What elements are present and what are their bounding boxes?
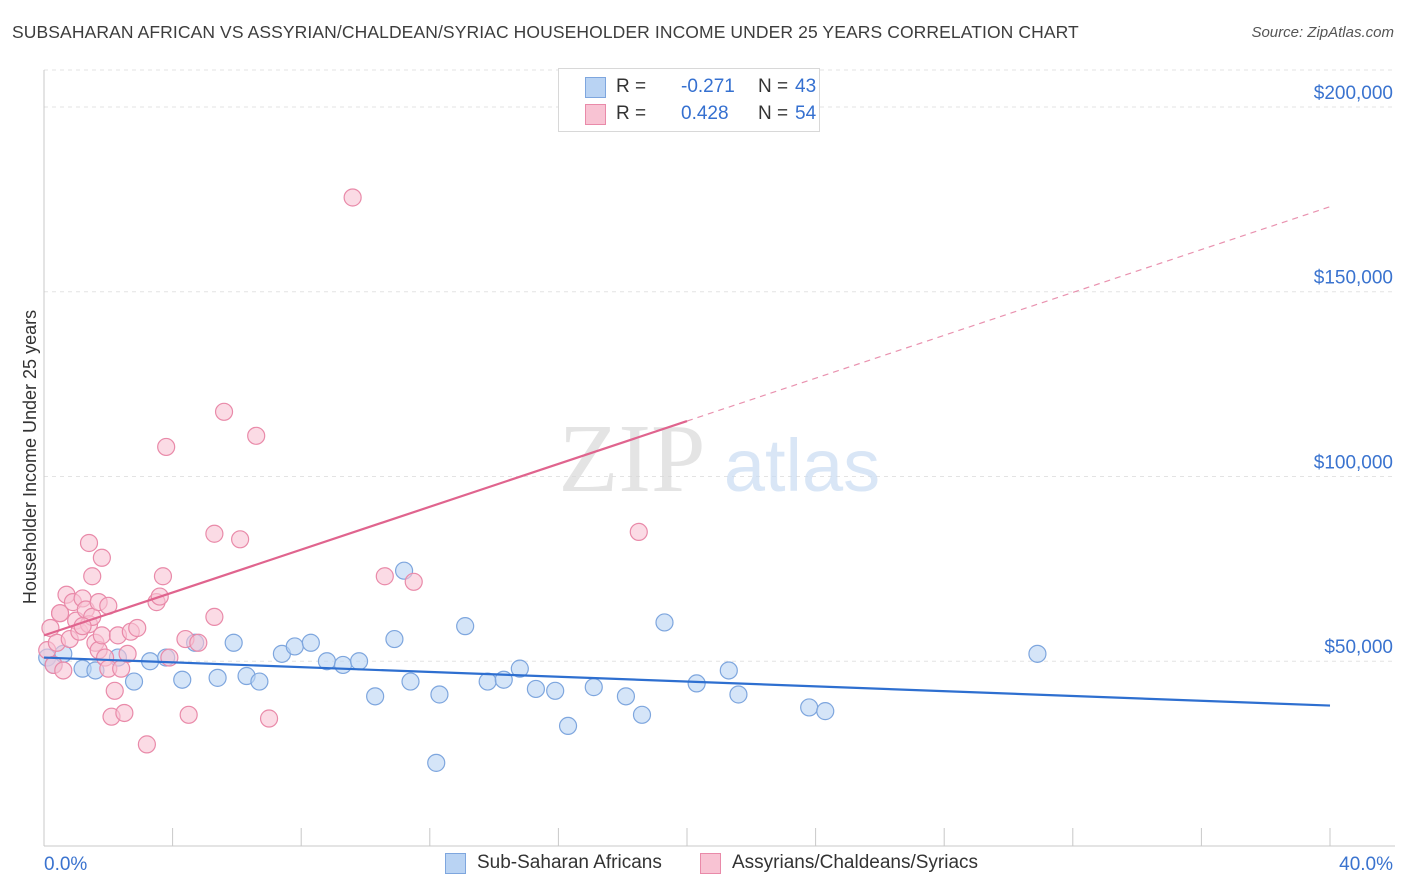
point-assyrian: [137, 735, 156, 754]
tick-labels: $50,000 $100,000 $150,000 $200,000 0.0% 40.0%: [44, 83, 1393, 875]
point-sub-saharan: [510, 659, 529, 678]
point-assyrian: [231, 530, 250, 549]
y-tick-label: $100,000: [1314, 452, 1393, 473]
point-assyrian: [92, 626, 111, 645]
point-assyrian: [54, 661, 73, 680]
point-sub-saharan: [1028, 644, 1047, 663]
point-assyrian: [128, 618, 147, 638]
correlation-legend: R = -0.271 N = 43 R = 0.428 N = 54: [558, 68, 820, 132]
point-sub-saharan: [349, 652, 369, 671]
point-sub-saharan: [816, 702, 835, 721]
point-assyrian: [50, 604, 70, 623]
point-assyrian: [189, 633, 208, 652]
n-value: 54: [795, 103, 817, 124]
point-assyrian: [115, 703, 134, 723]
point-sub-saharan: [546, 681, 565, 700]
point-sub-saharan: [333, 655, 353, 675]
legend-label: Assyrians/Chaldeans/Syriacs: [732, 852, 979, 873]
r-label: R =: [616, 103, 647, 124]
y-tick-label: $150,000: [1314, 268, 1393, 289]
y-tick-label: $200,000: [1314, 83, 1393, 104]
trend-line-dashed: [686, 206, 1331, 422]
legend-swatch-blue: [445, 853, 466, 874]
point-assyrian: [92, 548, 111, 567]
point-assyrian: [629, 522, 648, 542]
legend-swatch-blue: [585, 77, 606, 98]
watermark-atlas: atlas: [724, 424, 880, 507]
point-sub-saharan: [427, 753, 446, 772]
trend-line-solid: [43, 656, 1331, 707]
point-assyrian: [105, 681, 124, 700]
n-label: N =: [758, 103, 789, 124]
point-sub-saharan: [719, 661, 738, 680]
point-sub-saharan: [478, 672, 497, 691]
point-sub-saharan: [687, 674, 706, 693]
point-sub-saharan: [616, 687, 636, 706]
watermark: ZIP atlas: [559, 405, 881, 513]
grid: [44, 69, 1395, 662]
y-tick-label: $50,000: [1324, 637, 1393, 658]
point-sub-saharan: [124, 672, 144, 691]
trend-lines: [43, 206, 1331, 707]
y-axis-title: Householder Income Under 25 years: [20, 310, 40, 604]
axes: [43, 70, 1395, 847]
point-sub-saharan: [655, 613, 674, 632]
point-sub-saharan: [224, 633, 243, 652]
point-sub-saharan: [401, 672, 420, 691]
point-assyrian: [214, 402, 234, 421]
trend-line-solid: [43, 420, 688, 637]
point-sub-saharan: [584, 678, 603, 697]
point-sub-saharan: [800, 698, 819, 717]
r-value: -0.271: [681, 76, 735, 97]
point-sub-saharan: [632, 705, 652, 724]
x-tick-label: 40.0%: [1339, 854, 1393, 875]
point-assyrian: [247, 426, 266, 445]
point-sub-saharan: [173, 670, 192, 689]
point-sub-saharan: [558, 716, 578, 736]
point-assyrian: [79, 533, 99, 553]
point-assyrian: [153, 567, 173, 586]
legend-label: Sub-Saharan Africans: [477, 852, 662, 873]
point-assyrian: [83, 567, 102, 586]
point-assyrian: [205, 524, 224, 543]
point-sub-saharan: [430, 685, 449, 704]
x-tick-label: 0.0%: [44, 854, 87, 875]
point-assyrian: [157, 437, 176, 457]
r-value: 0.428: [681, 103, 729, 124]
point-sub-saharan: [301, 633, 320, 652]
point-assyrian: [205, 607, 224, 626]
chart-title: SUBSAHARAN AFRICAN VS ASSYRIAN/CHALDEAN/…: [12, 22, 1079, 42]
n-label: N =: [758, 76, 789, 97]
point-sub-saharan: [456, 617, 475, 636]
point-assyrian: [118, 644, 137, 663]
point-sub-saharan: [208, 668, 227, 687]
point-sub-saharan: [729, 685, 748, 704]
point-sub-saharan: [366, 687, 385, 706]
point-sub-saharan: [385, 629, 404, 649]
point-assyrian: [259, 709, 279, 728]
source-label: Source: ZipAtlas.com: [1251, 24, 1394, 41]
point-assyrian: [404, 572, 423, 591]
data-points: [38, 188, 1047, 772]
point-assyrian: [343, 188, 362, 207]
point-sub-saharan: [526, 679, 545, 699]
point-assyrian: [179, 705, 198, 724]
point-assyrian: [375, 567, 394, 586]
point-sub-saharan: [250, 672, 269, 691]
n-value: 43: [795, 76, 817, 97]
legend-swatch-pink: [700, 853, 721, 874]
legend-swatch-pink: [585, 104, 606, 125]
point-sub-saharan: [285, 637, 304, 656]
r-label: R =: [616, 76, 647, 97]
